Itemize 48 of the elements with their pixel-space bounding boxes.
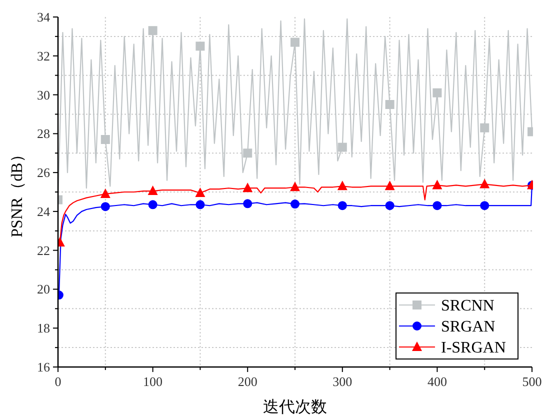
point [480, 201, 490, 210]
y-tick-label: 24 [37, 204, 50, 219]
x-axis-title: 迭代次数 [263, 398, 327, 416]
legend-label: I-SRGAN [441, 340, 506, 356]
point [148, 26, 158, 36]
y-tick-label: 32 [37, 48, 50, 64]
y-tick-label: 30 [37, 87, 50, 102]
x-tick-label: 0 [54, 374, 62, 389]
point [290, 38, 300, 47]
y-tick-label: 22 [37, 242, 50, 258]
point [148, 200, 158, 210]
y-axis-title: PSNR（dB） [9, 146, 26, 238]
point [432, 201, 442, 210]
point [196, 200, 205, 210]
y-tick-label: 20 [37, 282, 50, 297]
point [148, 186, 158, 196]
point [100, 202, 110, 212]
point [242, 182, 253, 192]
y-tick-label: 18 [37, 320, 50, 336]
x-tick-label: 100 [143, 374, 163, 389]
point [432, 180, 442, 190]
y-tick-label: 34 [37, 10, 50, 24]
point [196, 42, 205, 51]
point [100, 135, 110, 144]
point [338, 201, 347, 210]
point [385, 100, 394, 109]
legend-label: SRCNN [441, 298, 495, 314]
point [384, 180, 395, 190]
point [480, 178, 490, 188]
point [243, 148, 252, 158]
point [385, 201, 394, 210]
x-tick-label: 200 [238, 374, 258, 389]
x-tick-label: 300 [332, 374, 352, 389]
point [480, 123, 490, 132]
point [195, 187, 206, 197]
point [243, 199, 252, 208]
legend-label: SRGAN [441, 318, 496, 336]
point [290, 182, 300, 192]
point [337, 180, 348, 190]
x-tick-label: 400 [427, 374, 447, 389]
point [432, 88, 442, 98]
point [290, 200, 300, 209]
x-tick-label: 500 [522, 374, 542, 389]
y-tick-label: 28 [37, 126, 50, 142]
point [338, 142, 347, 152]
point [100, 188, 110, 198]
y-tick-label: 26 [37, 165, 50, 180]
y-tick-label: 16 [37, 360, 50, 374]
